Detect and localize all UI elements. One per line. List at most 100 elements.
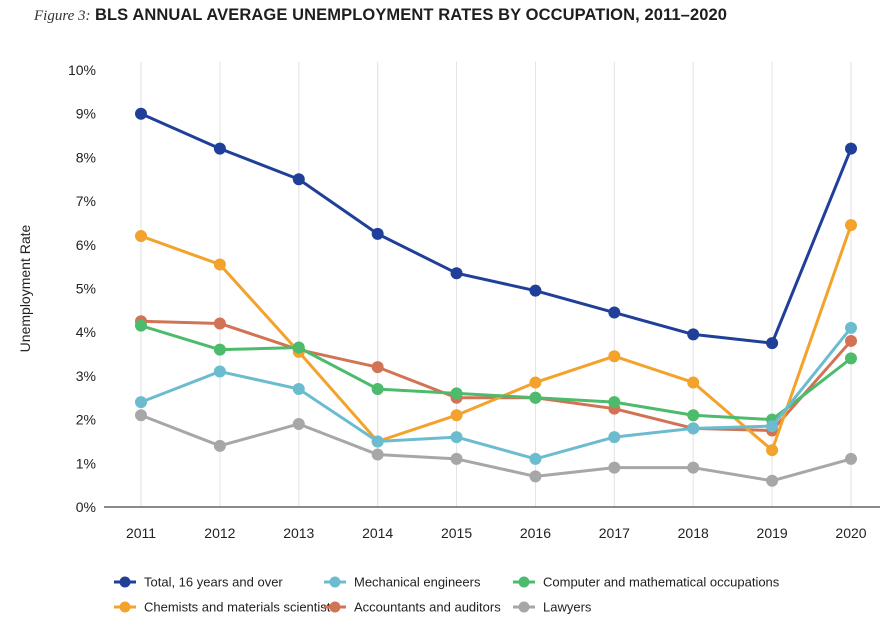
- legend-item-mechanical: Mechanical engineers: [324, 575, 481, 590]
- x-tick-label: 2012: [204, 525, 235, 541]
- point-chemists: [450, 409, 463, 422]
- point-mechanical: [608, 431, 621, 444]
- point-total: [608, 306, 621, 319]
- point-lawyers: [845, 452, 857, 465]
- point-computer: [292, 341, 305, 354]
- point-accountants: [213, 317, 226, 330]
- legend-item-chemists: Chemists and materials scientists: [114, 600, 337, 615]
- y-axis-label: Unemployment Rate: [17, 224, 33, 352]
- point-total: [213, 142, 226, 155]
- point-total: [371, 227, 384, 240]
- point-total: [529, 284, 542, 297]
- point-total: [450, 267, 463, 280]
- point-lawyers: [135, 409, 147, 422]
- point-lawyers: [687, 461, 700, 474]
- legend-swatch-marker: [119, 601, 131, 613]
- point-lawyers: [608, 461, 621, 474]
- y-tick-label: 6%: [76, 237, 96, 253]
- point-mechanical: [529, 452, 542, 465]
- point-computer: [450, 387, 463, 400]
- legend-item-accountants: Accountants and auditors: [324, 600, 501, 615]
- point-mechanical: [766, 420, 779, 433]
- series-lawyers: [135, 409, 857, 487]
- legend-label: Total, 16 years and over: [144, 575, 283, 590]
- point-mechanical: [135, 396, 147, 409]
- axes: 0% 1% 2% 3% 4% 5% 6% 7% 8% 9% 10% 2011 2012 2013 2014 2…: [17, 62, 880, 541]
- x-tick-label: 2017: [599, 525, 630, 541]
- legend-item-computer: Computer and mathematical occupations: [513, 575, 780, 590]
- y-tick-label: 9%: [76, 106, 96, 122]
- series-computer: [135, 319, 857, 426]
- legend-swatch-marker: [329, 601, 341, 613]
- y-tick-label: 4%: [76, 324, 96, 340]
- y-tick-label: 0%: [76, 499, 96, 515]
- point-mechanical: [687, 422, 700, 435]
- point-lawyers: [292, 417, 305, 430]
- point-mechanical: [450, 431, 463, 444]
- y-tick-label: 8%: [76, 149, 96, 165]
- legend-swatch-marker: [518, 576, 530, 588]
- y-tick-label: 1%: [76, 455, 96, 471]
- x-tick-label: 2015: [441, 525, 472, 541]
- point-chemists: [608, 350, 621, 363]
- legend-item-total: Total, 16 years and over: [114, 575, 283, 590]
- legend-item-lawyers: Lawyers: [513, 600, 592, 615]
- line-mechanical: [139, 326, 853, 461]
- legend-swatch-marker: [119, 576, 131, 588]
- point-computer: [213, 343, 226, 356]
- legend: Total, 16 years and over Mechanical engin…: [114, 575, 780, 615]
- point-chemists: [213, 258, 226, 271]
- x-tick-label: 2018: [678, 525, 709, 541]
- point-chemists: [135, 230, 147, 243]
- series-mechanical: [135, 321, 857, 465]
- legend-label: Mechanical engineers: [354, 575, 481, 590]
- point-total: [292, 173, 305, 186]
- point-lawyers: [766, 474, 779, 487]
- point-computer: [608, 396, 621, 409]
- line-total: [139, 112, 853, 345]
- point-chemists: [766, 444, 779, 457]
- line-computer: [139, 324, 853, 422]
- point-chemists: [687, 376, 700, 389]
- series-chemists: [135, 219, 857, 457]
- point-mechanical: [213, 365, 226, 378]
- point-total: [687, 328, 700, 341]
- point-lawyers: [450, 452, 463, 465]
- point-mechanical: [371, 435, 384, 448]
- x-tick-label: 2019: [757, 525, 788, 541]
- point-lawyers: [529, 470, 542, 483]
- line-lawyers: [139, 413, 853, 483]
- chart-title: BLS ANNUAL AVERAGE UNEMPLOYMENT RATES BY…: [94, 6, 728, 24]
- point-computer: [845, 352, 857, 365]
- point-total: [766, 337, 779, 350]
- figure-label: Figure 3:: [34, 8, 91, 24]
- series-total: [135, 107, 857, 350]
- point-mechanical: [845, 321, 857, 334]
- series-lines: [135, 107, 857, 487]
- y-tick-label: 10%: [68, 62, 96, 78]
- point-chemists: [845, 219, 857, 232]
- gridlines: [140, 62, 852, 507]
- x-tick-label: 2013: [283, 525, 314, 541]
- line-accountants: [139, 319, 853, 433]
- point-computer: [371, 383, 384, 396]
- x-tick-label: 2014: [362, 525, 393, 541]
- legend-label: Chemists and materials scientists: [144, 600, 337, 615]
- point-accountants: [371, 361, 384, 374]
- x-tick-label: 2011: [126, 525, 156, 541]
- legend-label: Lawyers: [543, 600, 592, 615]
- legend-swatch-marker: [329, 576, 341, 588]
- point-accountants: [845, 334, 857, 347]
- point-lawyers: [371, 448, 384, 461]
- y-tick-label: 2%: [76, 412, 96, 428]
- x-tick-label: 2016: [520, 525, 551, 541]
- line-chemists: [139, 223, 853, 452]
- legend-label: Accountants and auditors: [354, 600, 501, 615]
- point-total: [135, 107, 147, 120]
- figure-title: Figure 3: BLS ANNUAL AVERAGE UNEMPLOYMEN…: [34, 6, 727, 25]
- y-tick-label: 3%: [76, 368, 96, 384]
- legend-swatch-marker: [518, 601, 530, 613]
- x-tick-label: 2020: [835, 525, 866, 541]
- point-lawyers: [213, 439, 226, 452]
